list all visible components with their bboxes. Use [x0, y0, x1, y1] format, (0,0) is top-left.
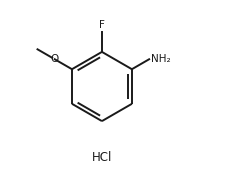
- Text: HCl: HCl: [92, 151, 112, 164]
- Text: O: O: [50, 54, 59, 64]
- Text: F: F: [99, 20, 105, 30]
- Text: NH₂: NH₂: [151, 54, 170, 64]
